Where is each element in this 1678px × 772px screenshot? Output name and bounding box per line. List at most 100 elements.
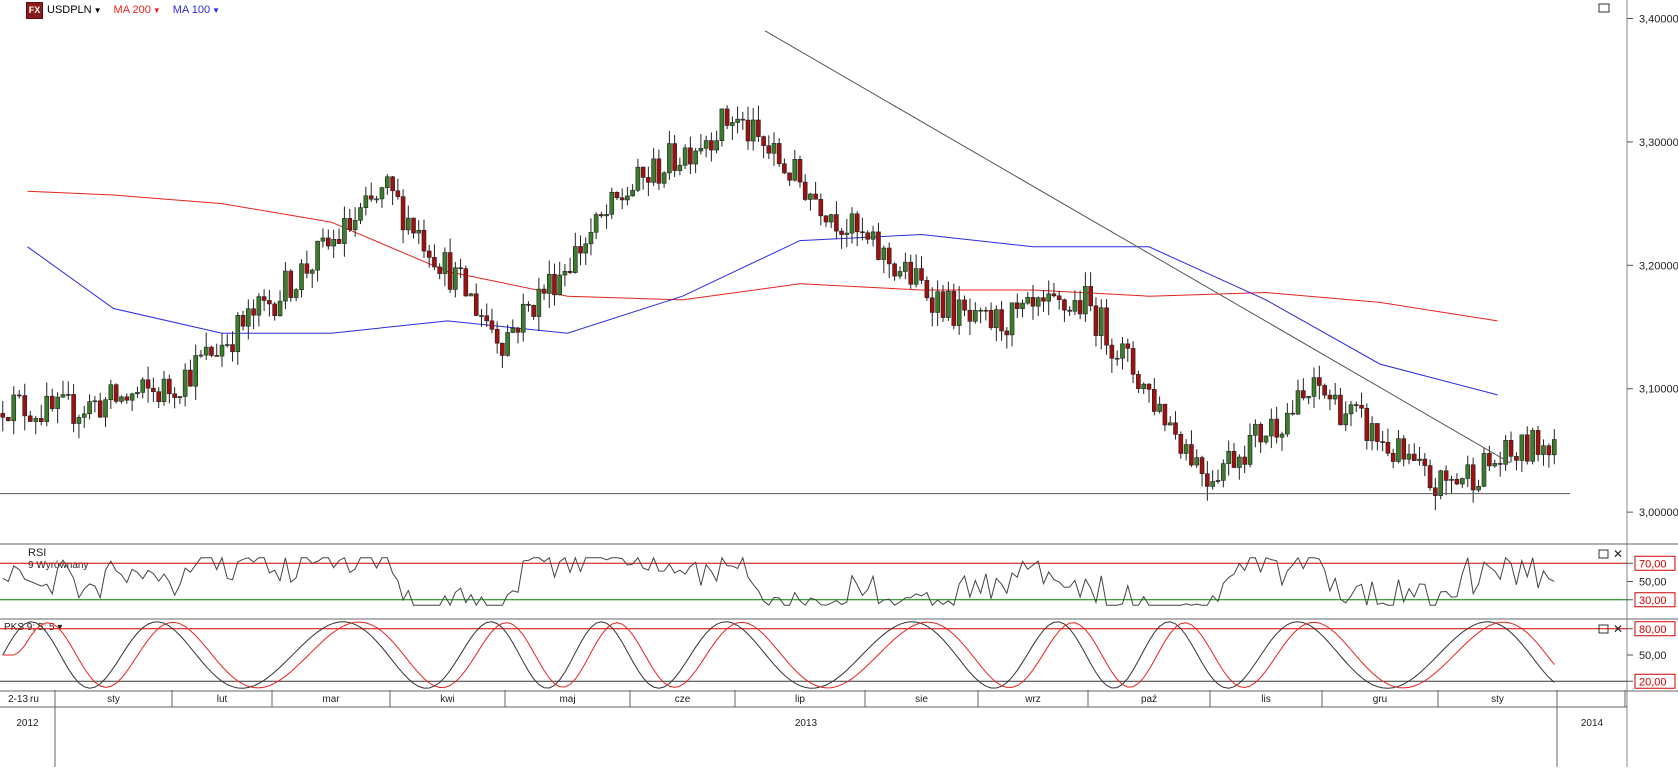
rsi-tick-label: 50,00 xyxy=(1639,577,1667,589)
candle-body xyxy=(881,247,887,260)
candle-body xyxy=(1465,464,1471,479)
ma100-selector[interactable]: MA 100 ▼ xyxy=(173,4,220,16)
ma200-selector[interactable]: MA 200 ▼ xyxy=(114,4,161,16)
candle-body xyxy=(520,303,526,333)
candle-body xyxy=(1497,463,1503,465)
candle-body xyxy=(999,309,1004,332)
candle-body xyxy=(818,198,824,217)
candle-body xyxy=(489,320,495,330)
candle-body xyxy=(1359,405,1364,409)
candle-body xyxy=(16,394,22,397)
pks-tick-label: 20,00 xyxy=(1639,676,1667,688)
candle-body xyxy=(1524,434,1530,462)
candle-body xyxy=(1546,445,1552,456)
candle-body xyxy=(251,308,256,316)
maximize-icon xyxy=(1598,624,1609,634)
candle-body xyxy=(0,413,6,418)
candle-body xyxy=(802,181,808,200)
candle-body xyxy=(813,193,818,200)
candle-body xyxy=(92,400,98,403)
candle-body xyxy=(1146,383,1152,390)
candle-body xyxy=(1487,453,1492,467)
month-label: cze xyxy=(675,694,691,705)
rsi-title: RSI xyxy=(28,547,46,559)
candle-body xyxy=(688,147,693,165)
month-label: ru xyxy=(30,694,39,705)
month-label: kwi xyxy=(440,694,454,705)
candle-body xyxy=(886,247,892,265)
candle-body xyxy=(940,291,946,318)
candle-body xyxy=(546,273,552,294)
close-icon: ✕ xyxy=(1613,622,1623,636)
candle-body xyxy=(1067,309,1072,312)
candle-body xyxy=(1041,297,1046,302)
ma200-line xyxy=(27,190,1498,322)
candle-body xyxy=(437,266,442,274)
chevron-down-icon: ▼ xyxy=(93,5,102,15)
candle-body xyxy=(1449,478,1454,481)
candle-body xyxy=(929,297,935,313)
candle-body xyxy=(352,220,358,231)
candle-body xyxy=(1332,394,1338,400)
candle-body xyxy=(421,229,427,252)
candle-body xyxy=(919,268,924,281)
candle-body xyxy=(442,252,448,274)
candle-body xyxy=(983,309,989,312)
candle-body xyxy=(65,394,71,396)
candle-body xyxy=(619,197,625,201)
candle-body xyxy=(1390,452,1396,462)
candle-body xyxy=(1396,438,1401,462)
price-tick-label: 3,20000 xyxy=(1639,260,1678,272)
pks-fast-line xyxy=(2,621,1555,689)
candle-body xyxy=(756,119,761,137)
candle-body xyxy=(661,172,667,184)
candle-body xyxy=(1514,456,1519,461)
candle-body xyxy=(1427,465,1433,489)
candle-body xyxy=(1120,343,1125,359)
candle-body xyxy=(1098,307,1104,336)
candle-body xyxy=(347,218,353,231)
month-label: 2-13 xyxy=(8,694,28,705)
candle-body xyxy=(994,309,999,328)
candle-body xyxy=(277,300,283,317)
candle-body xyxy=(892,263,897,277)
candle-body xyxy=(828,214,834,223)
candle-body xyxy=(246,308,251,327)
candle-body xyxy=(1301,390,1306,399)
candle-body xyxy=(453,267,458,290)
candle-body xyxy=(432,257,437,268)
symbol-selector[interactable]: USDPLN ▼ xyxy=(47,4,102,16)
candle-body xyxy=(740,118,746,121)
candle-body xyxy=(468,293,474,297)
candle-body xyxy=(71,394,76,424)
candle-body xyxy=(1231,450,1237,468)
candle-body xyxy=(1210,481,1215,487)
candle-body xyxy=(1205,473,1210,487)
candle-body xyxy=(167,378,172,395)
candle-body xyxy=(1009,302,1015,336)
rsi-tick-label: 70,00 xyxy=(1639,558,1667,570)
candle-body xyxy=(1343,413,1349,426)
candle-body xyxy=(709,140,714,151)
candle-body xyxy=(1083,286,1088,315)
candle-body xyxy=(614,191,620,199)
rsi-tick-box xyxy=(1634,592,1676,608)
candle-body xyxy=(60,394,66,398)
candle-body xyxy=(87,401,92,415)
candle-body xyxy=(224,344,230,346)
candle-body xyxy=(1104,307,1109,346)
candle-body xyxy=(214,355,220,357)
candle-body xyxy=(405,217,411,231)
candle-body xyxy=(730,122,735,126)
candle-body xyxy=(379,187,385,200)
candle-body xyxy=(635,166,641,191)
candle-body xyxy=(81,413,87,418)
candle-body xyxy=(400,196,406,231)
candle-body xyxy=(844,232,850,235)
candle-body xyxy=(973,310,978,322)
candle-body xyxy=(336,238,342,244)
candle-body xyxy=(390,176,395,192)
candle-body xyxy=(609,191,615,215)
candle-body xyxy=(604,214,609,217)
candle-body xyxy=(719,108,725,141)
